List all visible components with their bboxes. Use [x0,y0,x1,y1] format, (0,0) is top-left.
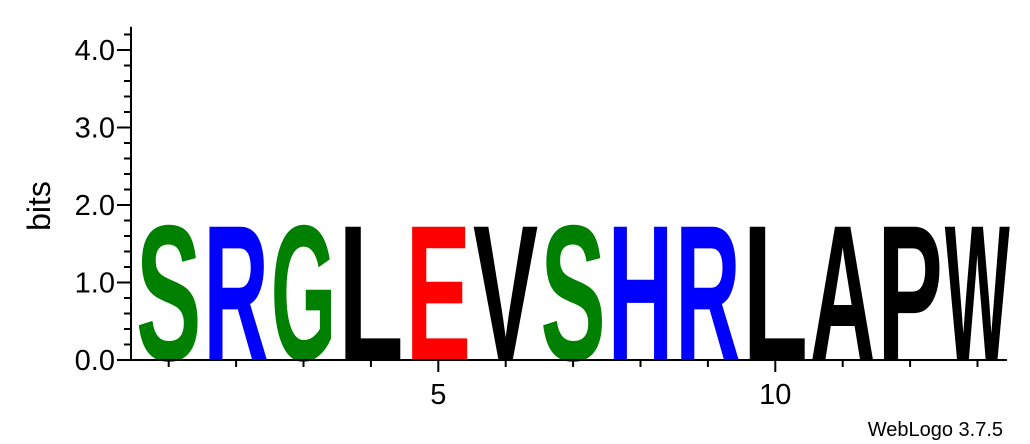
logo-letter: S [136,185,201,402]
logo-letter: L [338,185,403,402]
x-tick-label: 10 [759,379,791,411]
y-tick-label: 2.0 [75,190,115,222]
logo-letter: A [810,186,875,403]
y-tick-label: 4.0 [75,35,115,67]
logo-letter: W [945,184,1010,401]
weblogo-credit: WebLogo 3.7.5 [868,419,1003,441]
y-axis: 0.0 1.0 2.0 3.0 4.0 [75,26,132,377]
logo-letter: G [271,185,336,402]
logo-letter: H [608,186,673,403]
logo-letter: R [675,186,740,403]
x-axis: 5 10 [130,359,1007,411]
logo-letter: R [203,186,268,403]
logo-letter: S [540,185,605,402]
x-tick-label: 5 [430,379,446,411]
y-tick-label: 0.0 [75,345,115,377]
y-tick-label: 3.0 [75,113,115,145]
logo-letter: V [473,184,538,401]
y-axis-label: bits [21,181,57,231]
y-tick-label: 1.0 [75,268,115,300]
logo-letter: P [877,185,942,402]
